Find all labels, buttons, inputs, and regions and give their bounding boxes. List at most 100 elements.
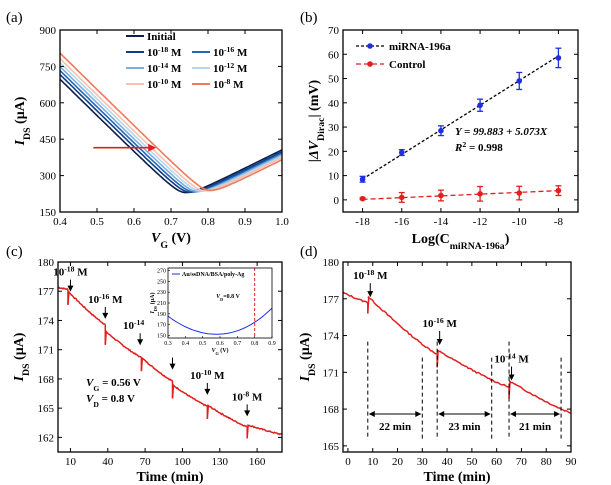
panel-a-xtick-label: 0.7	[164, 216, 178, 228]
panel-b-data-point	[359, 176, 366, 183]
panel-c-injection-spike	[246, 424, 249, 439]
panel-d-interval-arrow-head	[554, 411, 561, 417]
panel-d-interval-label: 21 min	[519, 421, 551, 433]
panel-a-series-line	[60, 70, 282, 193]
panel-b-data-point	[398, 149, 405, 156]
panel-c-vd-label: VD = 0.8 V	[86, 393, 135, 409]
panel-c-concentration-label: 10-8 M	[232, 389, 263, 404]
panel-b-y-axis-title: |ΔVDirac| (mV)	[307, 80, 327, 163]
panel-b-plot-frame	[342, 29, 579, 213]
panel-d-trace-segment	[508, 379, 572, 414]
panel-c-xtick-label: 10	[65, 456, 77, 468]
panel-c-concentration-label: 10-16 M	[88, 291, 123, 306]
panel-b-legend-label: Control	[389, 59, 425, 71]
panel-c-ytick-label: 174	[38, 315, 55, 327]
panel-c: (c)10-18 M10-16 M10-14 M10-12 M10-10 M10…	[6, 244, 283, 485]
panel-c-plot-frame	[57, 261, 283, 453]
panel-b-legend-label: miRNA-196a	[389, 41, 451, 53]
panel-d-concentration-label: 10-14 M	[494, 351, 529, 366]
panel-b-fit-line	[362, 55, 559, 180]
panel-b-ytick-label: 60	[328, 49, 340, 61]
panel-d-ytick-label: 165	[323, 441, 340, 453]
panel-b-legend-marker	[367, 43, 373, 49]
panel-c-inset-xtick-label: 0.7	[234, 341, 242, 347]
panel-a-ytick-label: 600	[40, 98, 57, 110]
panel-c-annotation-arrow-head	[244, 410, 251, 417]
panel-c-vg-label: VG = 0.56 V	[86, 377, 141, 393]
panel-b-data-point	[555, 55, 562, 61]
panel-c-trace-segment	[105, 330, 143, 359]
panel-b: (b) -18 -16 -14 -12 -10 -8 0 10 20 30 40 50 60 70 Log(C…	[300, 10, 579, 252]
panel-b-ytick-label: 70	[328, 25, 340, 37]
panel-d-ytick-label: 171	[323, 367, 340, 379]
panel-b-data-point	[438, 192, 444, 199]
panel-a-series-line	[60, 66, 282, 193]
panel-d-annotation-arrow-head	[508, 374, 515, 381]
panel-b-data-point	[398, 194, 405, 201]
panel-d-ytick-label: 174	[323, 331, 340, 343]
panel-c-annotation-arrow-head	[67, 285, 74, 292]
panel-a-xtick-label: 0.5	[90, 216, 104, 228]
panel-d-xtick-label: 10	[367, 456, 379, 468]
panel-b-ytick-label: 0	[334, 195, 340, 207]
panel-c-inset-legend-label: Au/ssDNA/BSA/poly-Ag	[182, 272, 244, 278]
panel-d-trace-segment	[367, 296, 438, 355]
panel-c-inset-xtick-label: 0.9	[268, 341, 276, 347]
panel-b-fit-equation: Y = 99.883 + 5.073X	[455, 126, 548, 138]
panel-a-series-line	[60, 58, 282, 192]
panel-d-xtick-label: 90	[566, 456, 578, 468]
panel-d-xtick-label: 0	[345, 456, 351, 468]
panel-d-interval-label: 22 min	[379, 421, 411, 433]
panel-b-xtick-label: -18	[355, 216, 370, 228]
panel-c-concentration-label: 10-18 M	[53, 264, 88, 279]
panel-d-trace-segment	[436, 349, 510, 389]
panel-b-xtick-label: -10	[512, 216, 527, 228]
panel-a-label: (a)	[6, 10, 23, 26]
panel-c-inset-ytick-label: 270	[157, 269, 166, 275]
panel-d-plot-frame	[342, 261, 572, 453]
panel-c-injection-spike	[104, 331, 108, 345]
panel-b-data-point	[516, 78, 523, 84]
panel-c-annotation-arrow-head	[169, 363, 176, 370]
panel-c-xtick-label: 160	[249, 456, 266, 468]
panel-c-injection-spike	[171, 384, 175, 399]
panel-a-xtick-label: 0.4	[53, 216, 67, 228]
panel-d-ytick-label: 177	[323, 294, 340, 306]
panel-c-trace-segment	[206, 404, 248, 428]
panel-d-interval-arrow-head	[438, 411, 445, 417]
panel-c-annotation-arrow-head	[137, 339, 144, 346]
panel-d-injection-spike	[367, 296, 370, 314]
panel-a-x-axis-title: VG (V)	[151, 231, 191, 251]
panel-c-x-axis-title: Time (min)	[136, 470, 203, 485]
panel-c-xtick-label: 40	[102, 456, 114, 468]
panel-a-xtick-label: 0.8	[201, 216, 215, 228]
panel-c-injection-spike	[140, 357, 144, 372]
panel-a-legend-label: 10-14 M	[147, 61, 182, 76]
panel-a-ytick-label: 150	[40, 207, 57, 219]
panel-b-data-point	[516, 190, 523, 196]
panel-d-xtick-label: 20	[392, 456, 404, 468]
panel-d-label: (d)	[300, 244, 318, 260]
panel-d-interval-arrow-head	[368, 411, 375, 417]
panel-d-interval-label: 23 min	[448, 421, 480, 433]
panel-b-xtick-label: -8	[554, 216, 564, 228]
panel-b-label: (b)	[300, 10, 318, 26]
panel-c-trace-segment	[67, 291, 106, 325]
panel-c-ytick-label: 168	[38, 374, 55, 386]
panel-c-inset-curve	[167, 307, 273, 335]
panel-c-ytick-label: 162	[38, 432, 55, 444]
panel-b-data-point	[477, 102, 483, 109]
panel-a-xtick-label: 0.9	[238, 216, 252, 228]
panel-c-ytick-label: 180	[38, 257, 55, 269]
panel-b-data-point	[477, 191, 483, 197]
panel-c-inset-xtick-label: 0.4	[182, 341, 190, 347]
panel-c-y-axis-title: IDS (μA)	[12, 332, 32, 382]
panel-c-label: (c)	[6, 244, 23, 260]
panel-d-interval-arrow-head	[415, 411, 422, 417]
panel-a-series-line	[60, 74, 282, 193]
panel-a-legend-label: 10-12 M	[213, 61, 248, 76]
panel-c-inset-xtick-label: 0.5	[199, 341, 207, 347]
panel-a-xtick-label: 1.0	[275, 216, 289, 228]
panel-a-legend-label: Initial	[147, 31, 176, 43]
panel-d-interval-arrow-head	[484, 411, 491, 417]
